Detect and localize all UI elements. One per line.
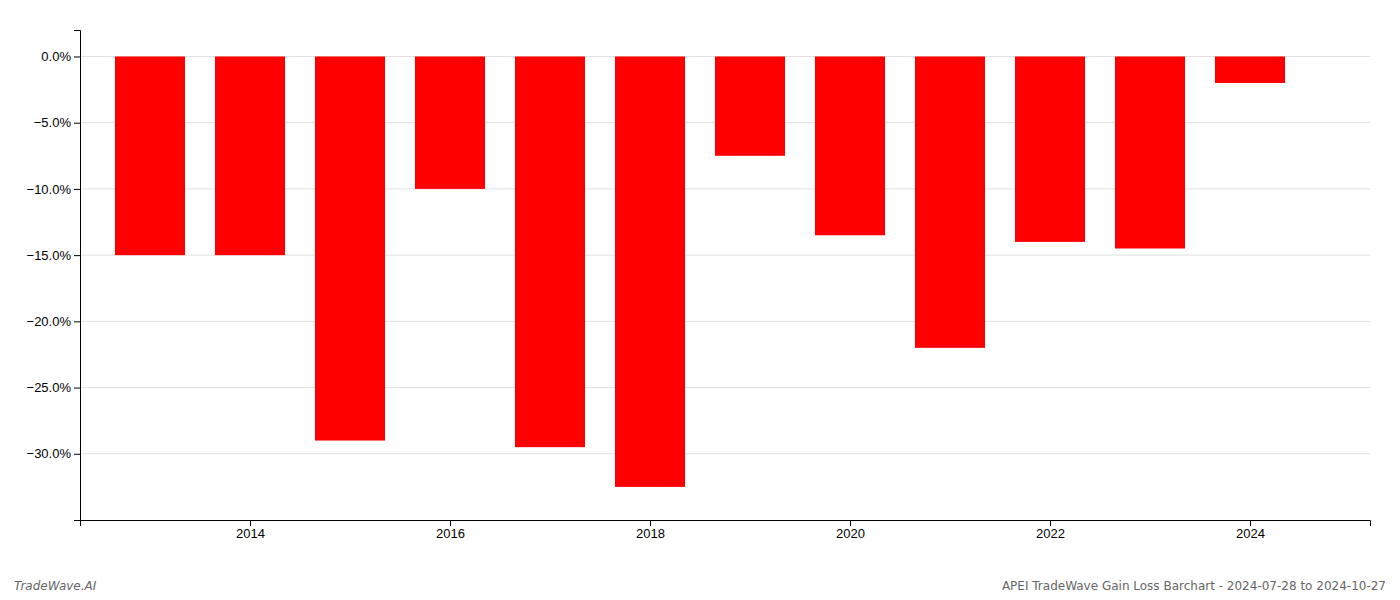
- y-tick-label: −20.0%: [27, 314, 72, 329]
- bar: [1215, 56, 1285, 82]
- y-tick: −25.0%: [27, 380, 80, 395]
- bar: [615, 56, 685, 486]
- y-tick: −15.0%: [27, 248, 80, 263]
- bar: [815, 56, 885, 235]
- y-tick-label: −15.0%: [27, 248, 72, 263]
- x-tick-label: 2014: [236, 526, 265, 541]
- x-tick: 2022: [1036, 520, 1065, 541]
- x-tick-label: 2018: [636, 526, 665, 541]
- bar: [415, 56, 485, 188]
- y-tick: −5.0%: [34, 115, 80, 130]
- y-tick-label: −10.0%: [27, 182, 72, 197]
- y-tick: −10.0%: [27, 182, 80, 197]
- y-tick-label: −30.0%: [27, 446, 72, 461]
- bar: [1115, 56, 1185, 248]
- y-tick-mark: [74, 189, 80, 190]
- x-axis: 2014 2016 2018 2020 2022 2024: [81, 520, 1371, 541]
- x-tick-mark: [850, 520, 851, 526]
- x-tick-mark: [450, 520, 451, 526]
- x-tick-mark: [250, 520, 251, 526]
- y-axis: 0.0% −5.0% −10.0% −15.0% −20.0% −25.0% −30.0%: [27, 31, 81, 521]
- y-tick-mark: [74, 255, 80, 256]
- y-tick: 0.0%: [41, 49, 80, 64]
- footer: APEI TradeWave Gain Loss Barchart - 2024…: [1002, 579, 1386, 593]
- y-tick: −20.0%: [27, 314, 80, 329]
- x-tick-label: 2016: [436, 526, 465, 541]
- bar: [315, 56, 385, 440]
- y-tick-label: −5.0%: [34, 115, 72, 130]
- x-tick-mark: [1250, 520, 1251, 526]
- plot: 2014 2016 2018 2020 2022 2024 0.0% −5.0% −10.0% −…: [27, 31, 1371, 542]
- grid-line: [80, 321, 1370, 322]
- bar: [1015, 56, 1085, 241]
- bar: [115, 56, 185, 255]
- y-tick-mark: [74, 321, 80, 322]
- y-tick-label: 0.0%: [41, 49, 71, 64]
- x-tick: 2020: [836, 520, 865, 541]
- bars: [115, 56, 1285, 486]
- x-tick-label: 2020: [836, 526, 865, 541]
- x-tick: 2014: [236, 520, 265, 541]
- chart: 2014 2016 2018 2020 2022 2024 0.0% −5.0% −10.0% −…: [0, 0, 1400, 600]
- y-tick: −30.0%: [27, 446, 80, 461]
- grid: [80, 56, 1370, 453]
- y-axis-line: [74, 31, 81, 521]
- y-tick-mark: [74, 123, 80, 124]
- watermark: TradeWave.AI: [14, 579, 97, 593]
- y-tick-mark: [74, 388, 80, 389]
- x-tick: 2018: [636, 520, 665, 541]
- x-tick-mark: [1050, 520, 1051, 526]
- x-tick-label: 2024: [1236, 526, 1265, 541]
- y-tick-mark: [74, 454, 80, 455]
- bar: [915, 56, 985, 347]
- grid-line: [80, 387, 1370, 388]
- x-axis-line: [81, 521, 1371, 527]
- x-tick-mark: [650, 520, 651, 526]
- y-tick-mark: [74, 56, 80, 57]
- y-tick-label: −25.0%: [27, 380, 72, 395]
- x-tick: 2016: [436, 520, 465, 541]
- bar: [215, 56, 285, 255]
- bar: [715, 56, 785, 155]
- bar: [515, 56, 585, 447]
- x-tick-label: 2022: [1036, 526, 1065, 541]
- grid-line: [80, 453, 1370, 454]
- x-tick: 2024: [1236, 520, 1265, 541]
